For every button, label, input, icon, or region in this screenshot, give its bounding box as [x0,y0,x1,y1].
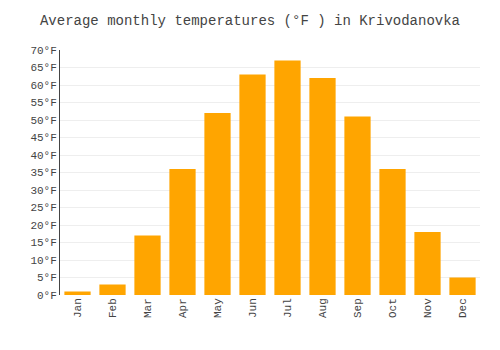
svg-text:Aug: Aug [317,298,329,318]
svg-text:Dec: Dec [457,298,469,318]
svg-text:60°F: 60°F [30,80,56,92]
svg-text:30°F: 30°F [30,185,56,197]
svg-text:0°F: 0°F [37,290,57,302]
svg-text:65°F: 65°F [30,62,56,74]
svg-text:55°F: 55°F [30,97,56,109]
svg-text:45°F: 45°F [30,132,56,144]
svg-text:Jun: Jun [247,298,259,318]
svg-text:May: May [212,298,224,318]
svg-text:Oct: Oct [387,298,399,318]
svg-text:Feb: Feb [107,298,119,318]
svg-text:20°F: 20°F [30,220,56,232]
svg-text:5°F: 5°F [37,272,57,284]
svg-text:50°F: 50°F [30,115,56,127]
svg-text:Average monthly temperatures (: Average monthly temperatures (°F ) in Kr… [40,13,460,29]
svg-text:Jul: Jul [282,298,294,318]
svg-text:Apr: Apr [177,298,189,318]
svg-text:35°F: 35°F [30,167,56,179]
svg-text:15°F: 15°F [30,237,56,249]
svg-text:10°F: 10°F [30,255,56,267]
svg-text:Sep: Sep [352,298,364,318]
svg-text:Nov: Nov [422,298,434,318]
svg-text:70°F: 70°F [30,45,56,57]
svg-text:Jan: Jan [72,298,84,318]
svg-text:40°F: 40°F [30,150,56,162]
svg-text:Mar: Mar [142,298,154,318]
svg-text:25°F: 25°F [30,202,56,214]
